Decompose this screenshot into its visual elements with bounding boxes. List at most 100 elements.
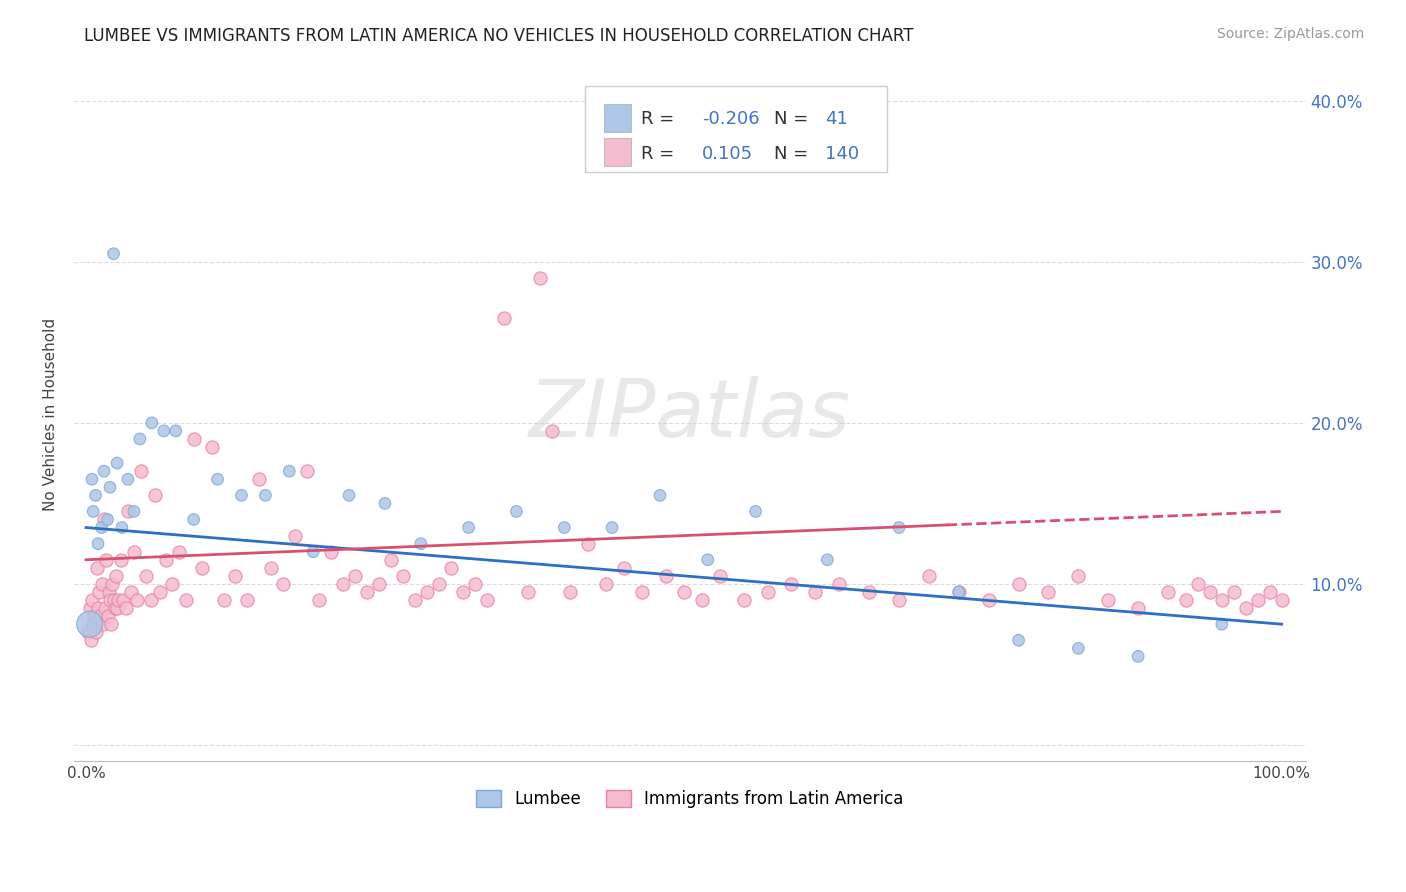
Point bbox=[247, 472, 270, 486]
Point bbox=[236, 593, 259, 607]
Point bbox=[83, 609, 105, 624]
Text: 140: 140 bbox=[825, 145, 859, 162]
Point bbox=[86, 561, 108, 575]
Point bbox=[451, 585, 474, 599]
Point bbox=[887, 520, 910, 534]
Point bbox=[804, 585, 827, 599]
Point bbox=[392, 569, 415, 583]
Text: N =: N = bbox=[773, 145, 808, 162]
Point bbox=[160, 577, 183, 591]
Point bbox=[145, 488, 167, 502]
FancyBboxPatch shape bbox=[603, 138, 631, 166]
Point bbox=[440, 561, 463, 575]
Point bbox=[696, 553, 718, 567]
Point bbox=[121, 585, 143, 599]
Point bbox=[1097, 593, 1119, 607]
Point bbox=[321, 544, 343, 558]
Text: N =: N = bbox=[773, 110, 808, 128]
Point bbox=[948, 585, 970, 599]
Point bbox=[356, 585, 378, 599]
Point bbox=[98, 593, 121, 607]
Point bbox=[302, 544, 325, 558]
Point bbox=[94, 601, 117, 615]
Point bbox=[114, 601, 136, 615]
Point bbox=[1234, 601, 1257, 615]
Point bbox=[1007, 633, 1029, 648]
Point bbox=[709, 569, 731, 583]
Point bbox=[200, 440, 222, 454]
Point bbox=[733, 593, 755, 607]
Point bbox=[918, 569, 941, 583]
Point bbox=[744, 504, 766, 518]
Point bbox=[1223, 585, 1246, 599]
Point bbox=[169, 544, 191, 558]
Point bbox=[93, 464, 115, 478]
Point bbox=[93, 512, 115, 526]
Text: -0.206: -0.206 bbox=[702, 110, 759, 128]
Point bbox=[457, 520, 479, 534]
Point bbox=[655, 569, 678, 583]
Point bbox=[1199, 585, 1222, 599]
Point bbox=[87, 536, 110, 550]
Point bbox=[560, 585, 582, 599]
Point bbox=[110, 553, 132, 567]
Point bbox=[183, 512, 205, 526]
Point bbox=[155, 553, 177, 567]
Point bbox=[165, 424, 187, 438]
Point bbox=[254, 488, 277, 502]
Point bbox=[152, 424, 174, 438]
Point bbox=[297, 464, 319, 478]
Point bbox=[97, 512, 120, 526]
Point bbox=[1211, 617, 1233, 632]
Point bbox=[948, 585, 970, 599]
Point bbox=[600, 520, 623, 534]
Point bbox=[553, 520, 575, 534]
Y-axis label: No Vehicles in Household: No Vehicles in Household bbox=[44, 318, 58, 511]
Point bbox=[1038, 585, 1060, 599]
Point bbox=[97, 609, 120, 624]
Text: 0.105: 0.105 bbox=[702, 145, 754, 162]
Text: R =: R = bbox=[641, 110, 679, 128]
Point bbox=[207, 472, 229, 486]
Point bbox=[107, 593, 129, 607]
Point bbox=[112, 593, 135, 607]
Point bbox=[111, 520, 134, 534]
Point bbox=[977, 593, 1000, 607]
Point bbox=[82, 504, 104, 518]
Point bbox=[80, 472, 103, 486]
Point bbox=[337, 488, 360, 502]
Point bbox=[1271, 593, 1294, 607]
Point bbox=[212, 593, 235, 607]
Point bbox=[1067, 569, 1090, 583]
Point bbox=[231, 488, 253, 502]
Point bbox=[374, 496, 396, 510]
Point bbox=[529, 271, 551, 285]
Text: R =: R = bbox=[641, 145, 685, 162]
Point bbox=[89, 585, 111, 599]
Text: 41: 41 bbox=[825, 110, 848, 128]
Point bbox=[780, 577, 803, 591]
Point bbox=[416, 585, 439, 599]
FancyBboxPatch shape bbox=[585, 86, 887, 172]
Point bbox=[494, 311, 516, 326]
Point bbox=[595, 577, 617, 591]
Point bbox=[284, 528, 307, 542]
Point bbox=[127, 593, 149, 607]
Point bbox=[103, 246, 125, 260]
Point bbox=[176, 593, 198, 607]
Point bbox=[613, 561, 636, 575]
Point bbox=[427, 577, 450, 591]
Point bbox=[1126, 601, 1149, 615]
Point bbox=[1258, 585, 1281, 599]
Point bbox=[475, 593, 498, 607]
Point bbox=[1157, 585, 1180, 599]
Point bbox=[368, 577, 391, 591]
Point bbox=[690, 593, 713, 607]
Point bbox=[80, 633, 103, 648]
Point bbox=[97, 585, 120, 599]
Point bbox=[104, 601, 127, 615]
Point bbox=[756, 585, 779, 599]
Point bbox=[77, 625, 100, 640]
Point bbox=[404, 593, 426, 607]
Point bbox=[631, 585, 654, 599]
